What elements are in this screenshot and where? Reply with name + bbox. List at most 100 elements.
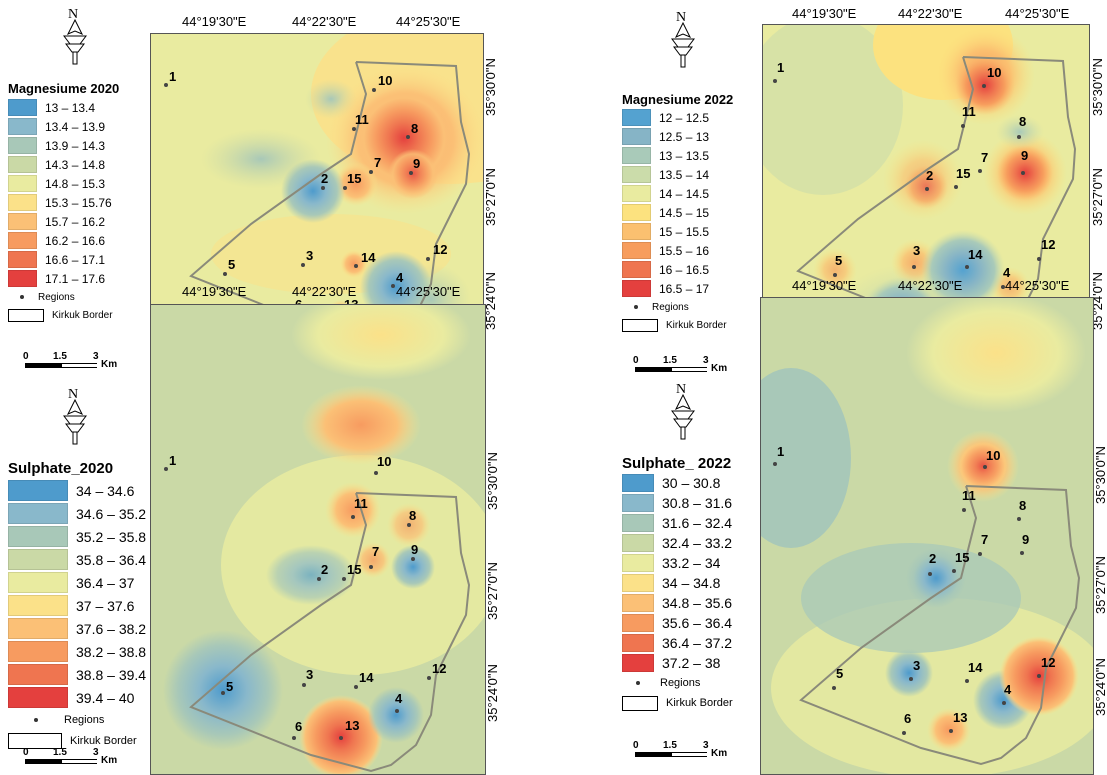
legend-row: 15.5 – 16 bbox=[622, 241, 733, 260]
legend-label: 30.8 – 31.6 bbox=[662, 495, 733, 511]
region-dot-icon bbox=[34, 718, 38, 722]
legend: Sulphate_ 2022 30 – 30.8 30.8 – 31.6 31.… bbox=[622, 455, 733, 713]
legend-label: 32.4 – 33.2 bbox=[662, 535, 733, 551]
legend-regions: Regions bbox=[622, 673, 733, 693]
legend-swatch bbox=[622, 654, 654, 672]
legend-label: 37.2 – 38 bbox=[662, 655, 721, 671]
north-arrow: N bbox=[58, 6, 92, 71]
region-label: 1 bbox=[777, 60, 784, 75]
legend-row: 37.2 – 38 bbox=[622, 653, 733, 673]
scale-bar: 0 1.5 3 Km bbox=[23, 351, 117, 370]
region-label: 1 bbox=[169, 69, 176, 84]
north-arrow-icon: N bbox=[671, 382, 695, 440]
legend-label: 37.6 – 38.2 bbox=[76, 620, 147, 637]
legend-regions: Regions bbox=[8, 709, 146, 731]
region-label: 14 bbox=[968, 247, 983, 262]
region-dot-icon bbox=[636, 681, 640, 685]
legend-row: 38.8 – 39.4 bbox=[8, 663, 146, 686]
legend-label: 37 – 37.6 bbox=[76, 597, 135, 614]
legend-rows: 34 – 34.6 34.6 – 35.2 35.2 – 35.8 35.8 –… bbox=[8, 479, 146, 709]
legend-row: 16.5 – 17 bbox=[622, 279, 733, 298]
lat-label: 35°30'0"N bbox=[1090, 58, 1105, 116]
region-label: 4 bbox=[396, 270, 404, 285]
legend-label: 13.9 – 14.3 bbox=[45, 138, 106, 153]
region-label: 4 bbox=[1004, 682, 1012, 697]
region-label: 7 bbox=[372, 544, 379, 559]
legend-swatch bbox=[622, 474, 654, 492]
north-arrow: N bbox=[666, 381, 700, 446]
legend-swatch bbox=[8, 270, 37, 287]
legend-row: 38.2 – 38.8 bbox=[8, 640, 146, 663]
map-surface: 1 2 3 4 5 6 7 8 9 10 11 12 13 14 15 bbox=[151, 34, 483, 350]
legend-swatch bbox=[8, 503, 68, 524]
region-label: 9 bbox=[413, 156, 420, 171]
legend-label: 35.2 – 35.8 bbox=[76, 528, 147, 545]
legend-swatch bbox=[8, 137, 37, 154]
region-label: 11 bbox=[962, 104, 976, 119]
lat-label: 35°27'0"N bbox=[483, 168, 498, 226]
region-label: 2 bbox=[926, 168, 933, 183]
lat-label: 35°27'0"N bbox=[485, 562, 500, 620]
legend-row: 34 – 34.8 bbox=[622, 573, 733, 593]
scale-label: 1.5 bbox=[53, 747, 67, 758]
legend-row: 13 – 13.5 bbox=[622, 146, 733, 165]
map-frame: 1 2 3 4 5 6 7 8 9 10 11 12 13 14 15 bbox=[760, 297, 1094, 775]
scale-label: 3 bbox=[93, 351, 99, 362]
region-label: 14 bbox=[968, 660, 983, 675]
border-box-icon bbox=[622, 695, 658, 711]
region-label: 5 bbox=[228, 257, 235, 272]
region-label: 11 bbox=[355, 112, 369, 127]
legend-label: 35.8 – 36.4 bbox=[76, 551, 147, 568]
north-letter: N bbox=[676, 382, 686, 397]
legend-swatch bbox=[8, 480, 68, 501]
lat-label: 35°27'0"N bbox=[1093, 556, 1107, 614]
region-label: 4 bbox=[395, 691, 403, 706]
region-label: 15 bbox=[347, 171, 361, 186]
legend-label: 14.3 – 14.8 bbox=[45, 157, 106, 172]
hotspot-high-north bbox=[959, 442, 1007, 490]
legend-swatch bbox=[8, 194, 37, 211]
legend-rows: 13 – 13.4 13.4 – 13.9 13.9 – 14.3 14.3 –… bbox=[8, 98, 119, 288]
legend-swatch bbox=[8, 156, 37, 173]
legend-swatch bbox=[622, 204, 651, 221]
region-label: 12 bbox=[1041, 655, 1055, 670]
legend-regions: Regions bbox=[622, 298, 733, 316]
kirkuk-border bbox=[799, 485, 1081, 766]
hotspot-high bbox=[299, 695, 383, 774]
region-label: 1 bbox=[777, 444, 784, 459]
lat-label: 35°30'0"N bbox=[485, 452, 500, 510]
legend-swatch bbox=[8, 618, 68, 639]
region-label: 9 bbox=[1021, 148, 1028, 163]
scale-label: 3 bbox=[703, 740, 709, 751]
region-label: 2 bbox=[321, 171, 328, 186]
region-label: 14 bbox=[359, 670, 374, 685]
legend-row: 13.4 – 13.9 bbox=[8, 117, 119, 136]
region-markers bbox=[164, 83, 430, 317]
legend-swatch bbox=[622, 594, 654, 612]
region-label: 9 bbox=[1022, 532, 1029, 547]
region-label: 4 bbox=[1003, 265, 1011, 280]
legend-label: 17.1 – 17.6 bbox=[45, 271, 106, 286]
legend-row: 15.3 – 15.76 bbox=[8, 193, 119, 212]
legend-swatch bbox=[8, 641, 68, 662]
legend-label: 15.3 – 15.76 bbox=[45, 195, 112, 210]
legend-row: 33.2 – 34 bbox=[622, 553, 733, 573]
region-label: 1 bbox=[169, 453, 176, 468]
legend-swatch bbox=[622, 514, 654, 532]
region-label: 6 bbox=[295, 719, 302, 734]
legend-swatch bbox=[8, 175, 37, 192]
legend-label: 33.2 – 34 bbox=[662, 555, 721, 571]
legend-border: Kirkuk Border bbox=[622, 316, 733, 334]
legend-label: 15.5 – 16 bbox=[659, 243, 710, 258]
legend-swatch bbox=[622, 534, 654, 552]
legend-row: 12 – 12.5 bbox=[622, 108, 733, 127]
scale-label: 0 bbox=[633, 355, 639, 366]
lat-label: 35°24'0"N bbox=[485, 664, 500, 722]
region-labels: 1 2 3 4 5 6 7 8 9 10 11 12 13 14 15 bbox=[169, 453, 446, 734]
border-label: Kirkuk Border bbox=[666, 319, 727, 331]
scale-label: 0 bbox=[23, 747, 29, 758]
legend-swatch bbox=[8, 664, 68, 685]
legend-row: 32.4 – 33.2 bbox=[622, 533, 733, 553]
legend-row: 15.7 – 16.2 bbox=[8, 212, 119, 231]
region-label: 15 bbox=[956, 166, 970, 181]
